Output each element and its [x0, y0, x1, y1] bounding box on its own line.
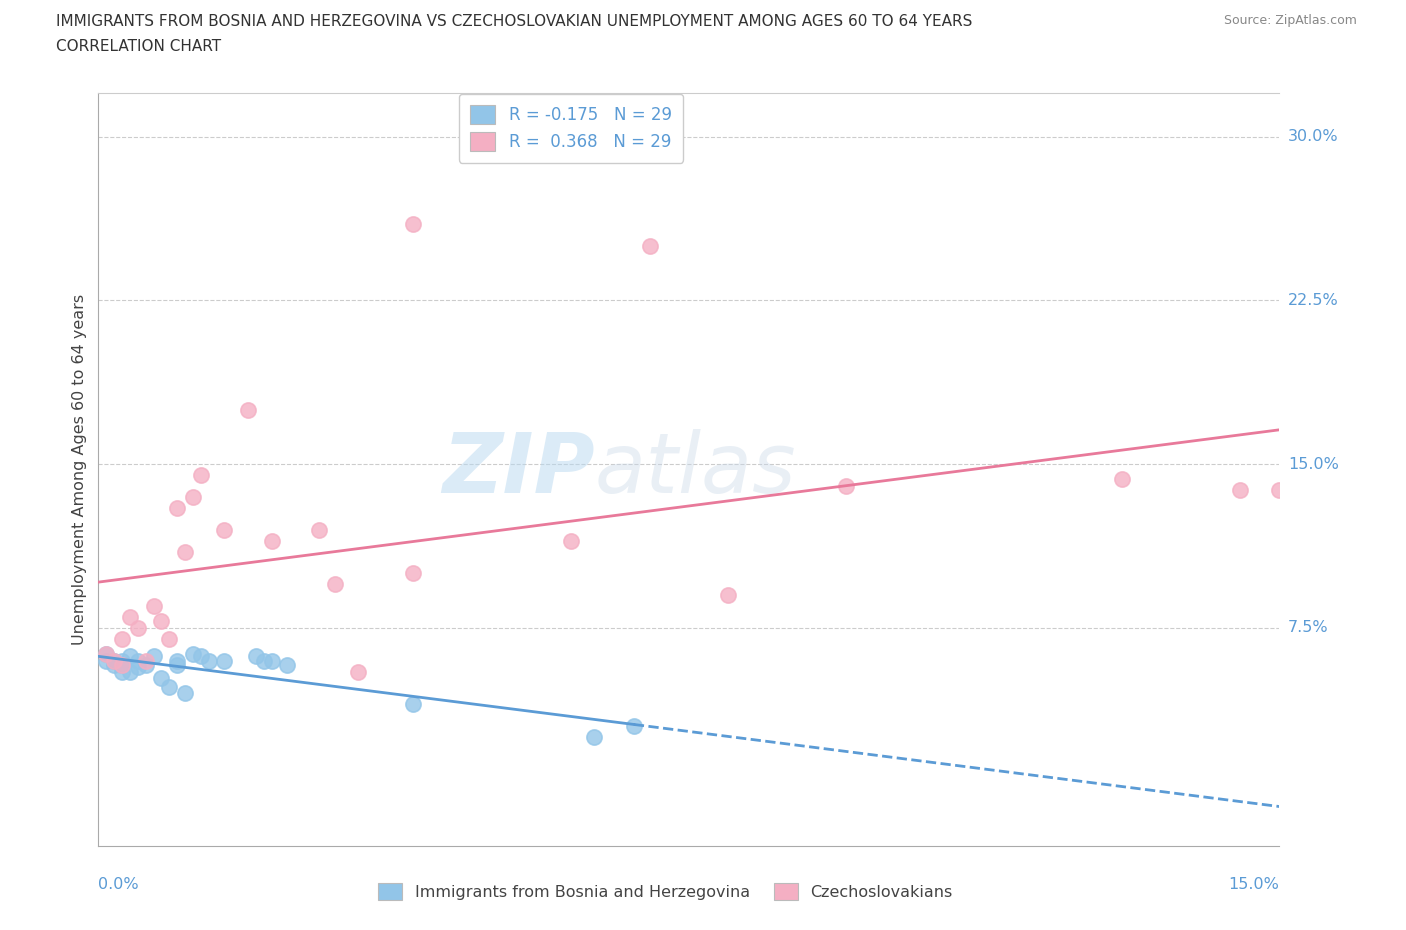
Point [197, 653, 219, 668]
Point [560, 533, 582, 548]
Point [142, 599, 165, 614]
Point [214, 523, 236, 538]
Point [174, 544, 197, 559]
Point [402, 217, 425, 232]
Point [253, 653, 276, 668]
Text: 22.5%: 22.5% [1288, 293, 1339, 308]
Y-axis label: Unemployment Among Ages 60 to 64 years: Unemployment Among Ages 60 to 64 years [72, 294, 87, 645]
Point [96, 646, 118, 661]
Point [127, 653, 149, 668]
Text: atlas: atlas [595, 429, 796, 511]
Point [111, 664, 134, 679]
Text: IMMIGRANTS FROM BOSNIA AND HERZEGOVINA VS CZECHOSLOVAKIAN UNEMPLOYMENT AMONG AGE: IMMIGRANTS FROM BOSNIA AND HERZEGOVINA V… [56, 14, 973, 29]
Point [174, 686, 197, 701]
Point [308, 523, 330, 538]
Point [135, 653, 157, 668]
Point [111, 653, 134, 668]
Point [347, 664, 370, 679]
Legend: Immigrants from Bosnia and Herzegovina, Czechoslovakians: Immigrants from Bosnia and Herzegovina, … [371, 877, 959, 906]
Point [142, 649, 165, 664]
Point [583, 730, 606, 745]
Point [190, 649, 212, 664]
Text: 15.0%: 15.0% [1229, 877, 1279, 892]
Point [166, 653, 188, 668]
Point [157, 680, 180, 695]
Point [402, 697, 425, 711]
Point [103, 653, 125, 668]
Point [276, 658, 298, 672]
Point [150, 614, 173, 629]
Point [1229, 483, 1251, 498]
Point [181, 646, 204, 661]
Point [150, 671, 173, 685]
Text: 15.0%: 15.0% [1288, 457, 1339, 472]
Point [835, 479, 858, 494]
Point [103, 658, 125, 672]
Point [111, 631, 134, 646]
Point [245, 649, 267, 664]
Point [135, 658, 157, 672]
Point [236, 402, 259, 417]
Point [157, 631, 180, 646]
Point [623, 719, 645, 734]
Text: Source: ZipAtlas.com: Source: ZipAtlas.com [1223, 14, 1357, 27]
Text: 7.5%: 7.5% [1288, 620, 1329, 635]
Point [717, 588, 740, 603]
Point [260, 653, 283, 668]
Point [111, 658, 134, 672]
Point [111, 658, 134, 672]
Point [402, 566, 425, 581]
Point [214, 653, 236, 668]
Point [118, 609, 141, 624]
Point [638, 238, 661, 253]
Point [166, 658, 188, 672]
Point [1268, 483, 1291, 498]
Point [96, 653, 118, 668]
Text: 0.0%: 0.0% [98, 877, 139, 892]
Point [1111, 472, 1133, 487]
Text: ZIP: ZIP [441, 429, 595, 511]
Text: 30.0%: 30.0% [1288, 129, 1339, 144]
Point [181, 489, 204, 504]
Text: CORRELATION CHART: CORRELATION CHART [56, 39, 221, 54]
Point [96, 646, 118, 661]
Point [166, 500, 188, 515]
Point [127, 620, 149, 635]
Point [260, 533, 283, 548]
Point [190, 468, 212, 483]
Point [127, 659, 149, 674]
Point [118, 664, 141, 679]
Point [118, 649, 141, 664]
Point [323, 577, 346, 591]
Point [103, 653, 125, 668]
